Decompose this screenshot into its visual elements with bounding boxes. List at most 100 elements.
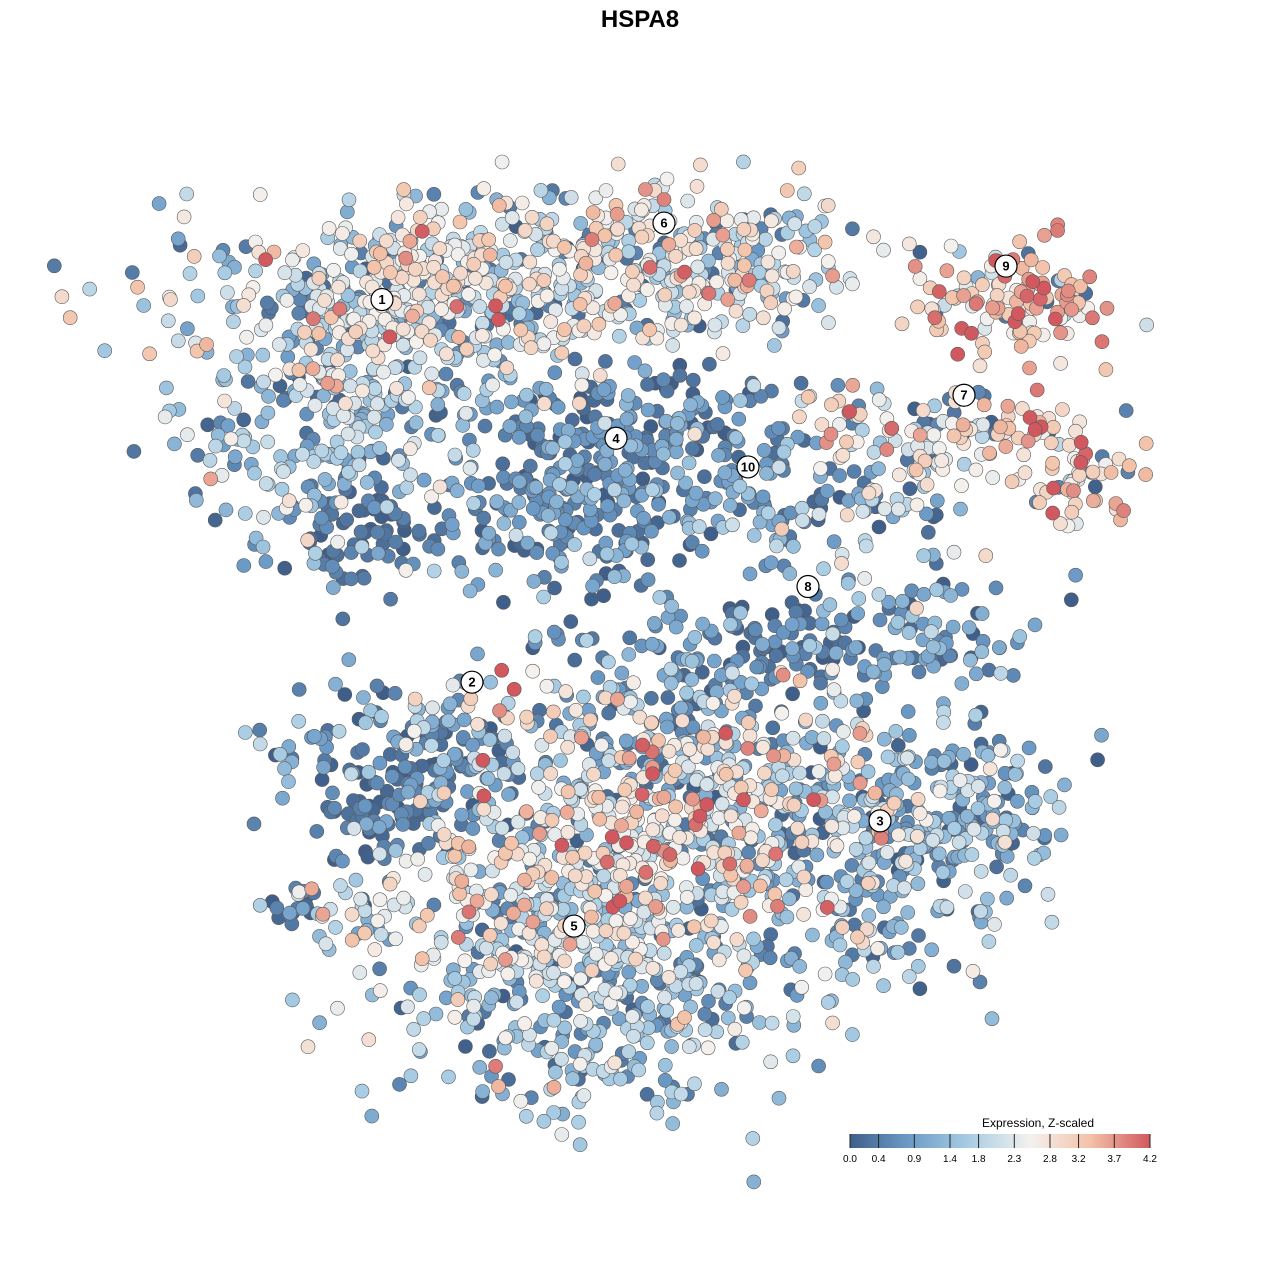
cell-point (554, 554, 569, 570)
cell-point (227, 449, 243, 465)
cell-point (344, 932, 360, 948)
cell-point (668, 619, 684, 635)
cell-point (125, 265, 140, 280)
cell-point (723, 617, 738, 632)
cell-point (1010, 306, 1026, 321)
cell-point (435, 269, 450, 285)
cell-point (814, 417, 830, 432)
cell-point (587, 884, 603, 899)
cell-point (742, 909, 758, 924)
cell-point (476, 181, 492, 196)
cell-point (603, 951, 619, 966)
cell-point (282, 905, 298, 921)
cell-point (248, 263, 263, 279)
cell-point (557, 1020, 573, 1036)
cell-point (545, 545, 561, 561)
cell-point (450, 992, 466, 1007)
cell-point (798, 882, 814, 898)
cell-point (482, 927, 498, 943)
cell-point (596, 868, 612, 884)
cell-point (179, 186, 194, 202)
cell-point (519, 804, 534, 820)
cell-point (398, 250, 414, 266)
cluster-labels: 1 2 3 4 5 6 7 8 9 10 (370, 211, 1018, 938)
cell-point (444, 517, 460, 532)
cell-point (584, 963, 600, 978)
cell-point (518, 409, 534, 425)
cell-point (543, 728, 558, 744)
cell-point (530, 242, 545, 257)
legend-tick-label: 2.8 (1043, 1154, 1057, 1165)
cell-point (482, 732, 498, 747)
cell-point (692, 808, 708, 824)
cell-point (353, 524, 369, 540)
cell-point (151, 196, 167, 211)
cluster-label-2: 2 (460, 670, 484, 694)
cell-point (642, 322, 657, 337)
cell-point (706, 653, 722, 669)
cell-point (291, 884, 307, 900)
cell-point (788, 289, 804, 305)
cell-point (758, 232, 773, 247)
cell-point (616, 925, 632, 941)
cell-point (736, 154, 751, 170)
cell-point (634, 787, 650, 802)
cell-point (645, 960, 661, 976)
cell-point (352, 233, 368, 249)
cell-point (950, 346, 966, 362)
cell-point (604, 829, 620, 845)
cell-point (786, 539, 801, 554)
cell-point (635, 471, 651, 487)
cell-point (465, 737, 480, 753)
cluster-label-6: 6 (652, 211, 676, 235)
cell-point (372, 961, 387, 977)
cluster-label-badge (604, 426, 628, 450)
cell-point (551, 999, 567, 1015)
cell-point (733, 894, 749, 910)
cluster-label-text: 6 (660, 216, 667, 231)
cell-point (850, 929, 865, 945)
cell-point (388, 843, 404, 858)
cell-point (667, 763, 683, 778)
cell-point (684, 672, 700, 687)
cell-point (314, 443, 330, 459)
cell-point (389, 381, 404, 396)
cell-point (1035, 260, 1050, 275)
cell-point (514, 195, 530, 211)
cell-point (356, 570, 372, 586)
cell-point (718, 725, 734, 741)
cell-point (1005, 668, 1021, 683)
cell-point (495, 456, 511, 472)
cell-point (300, 532, 316, 548)
cell-point (688, 485, 704, 501)
cell-point (398, 562, 414, 578)
cell-point (601, 705, 617, 721)
cell-point (372, 755, 388, 771)
cell-point (517, 872, 532, 888)
cell-point (907, 259, 923, 274)
cell-point (866, 444, 882, 460)
cell-point (276, 393, 291, 408)
cell-point (667, 812, 683, 828)
cell-point (1122, 458, 1137, 474)
cell-point (784, 617, 800, 632)
cell-point (597, 456, 613, 472)
cell-point (1010, 753, 1025, 769)
cell-point (452, 214, 468, 230)
cell-point (617, 782, 633, 798)
cell-point (291, 682, 307, 697)
cell-point (520, 535, 535, 551)
cell-point (952, 773, 968, 788)
cell-point (590, 670, 606, 685)
cell-point (651, 733, 666, 748)
cell-point (569, 453, 585, 468)
cell-point (544, 870, 560, 885)
cell-point (735, 318, 751, 334)
cell-point (946, 428, 962, 444)
cell-point (258, 252, 273, 268)
cell-point (895, 593, 910, 609)
cell-point (811, 1058, 826, 1074)
cell-point (379, 499, 395, 515)
cell-point (340, 426, 356, 442)
legend-tick-label: 0.9 (907, 1154, 921, 1165)
